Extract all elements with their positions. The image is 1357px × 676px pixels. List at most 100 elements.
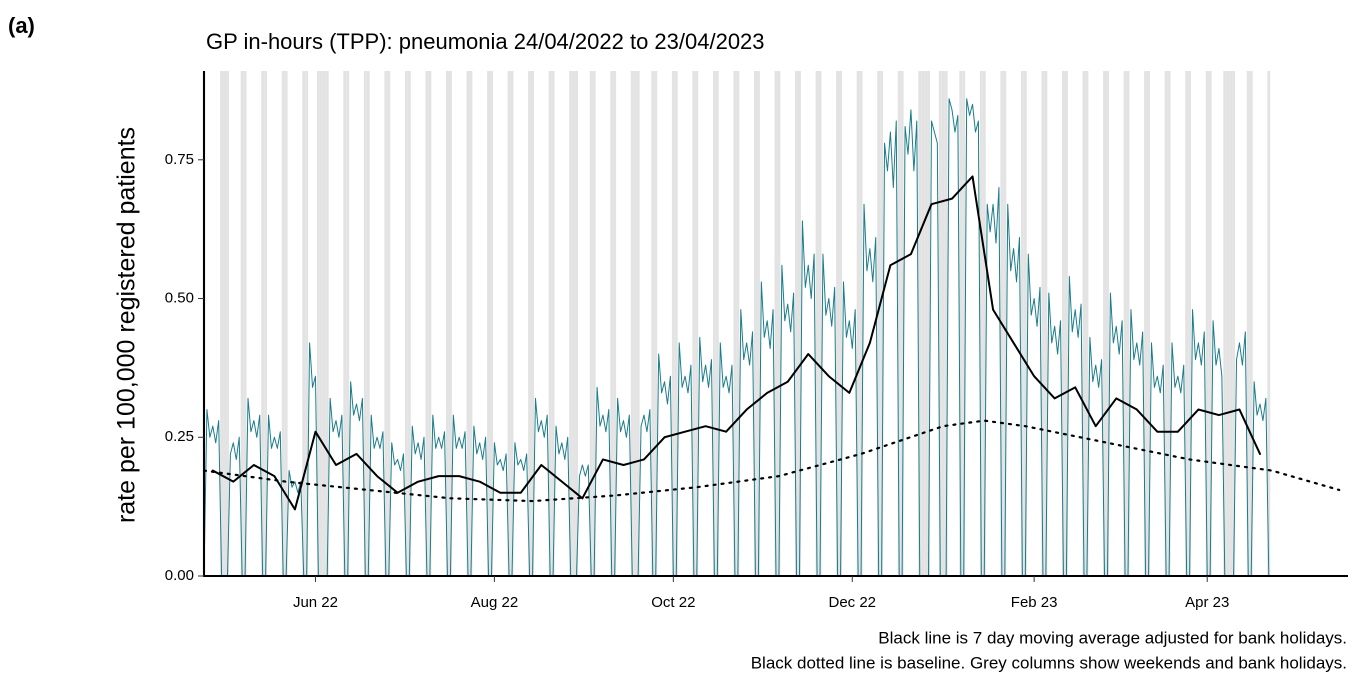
footnote: Black dotted line is baseline. Grey colu… (751, 653, 1347, 672)
closed-day-column (671, 71, 675, 576)
closed-day-column (264, 71, 268, 576)
closed-day-column (777, 71, 781, 576)
y-tick-label: 0.75 (165, 151, 194, 168)
closed-day-column (1208, 71, 1212, 576)
closed-day-column (384, 71, 388, 576)
closed-day-column (404, 71, 408, 576)
closed-day-column (880, 71, 884, 576)
closed-day-column (1185, 71, 1189, 576)
closed-day-column (281, 71, 285, 576)
closed-day-column (507, 71, 511, 576)
closed-day-column (897, 71, 901, 576)
closed-day-column (490, 71, 493, 576)
closed-day-column (924, 71, 928, 576)
x-tick-label: Jun 22 (293, 594, 338, 611)
closed-day-column (613, 71, 617, 576)
closed-day-column (243, 71, 247, 576)
closed-day-column (859, 71, 863, 576)
closed-day-column (1041, 71, 1045, 576)
closed-day-column (798, 71, 801, 576)
closed-day-column (1103, 71, 1106, 576)
closed-day-column (733, 71, 737, 576)
closed-day-column (531, 71, 534, 576)
closed-day-column (528, 71, 532, 576)
closed-day-column (551, 71, 555, 576)
closed-day-column (695, 71, 699, 576)
closed-day-column (1144, 71, 1148, 576)
closed-day-column (322, 71, 326, 576)
x-tick-label: Oct 22 (651, 594, 695, 611)
closed-day-column (363, 71, 367, 576)
chart-title: GP in-hours (TPP): pneumonia 24/04/2022 … (206, 29, 765, 54)
closed-day-column (610, 71, 614, 576)
closed-day-column (1246, 71, 1250, 576)
closed-day-column (839, 71, 842, 576)
closed-day-column (877, 71, 881, 576)
closed-day-column (962, 71, 966, 576)
closed-day-column (1062, 71, 1065, 576)
closed-day-column (636, 71, 640, 576)
closed-day-column (572, 71, 576, 576)
closed-day-column (548, 71, 552, 576)
closed-day-column (366, 71, 370, 576)
x-tick-label: Dec 22 (829, 594, 877, 611)
y-tick-label: 0.25 (165, 428, 194, 445)
closed-day-column (1226, 71, 1230, 576)
closed-day-column (1188, 71, 1192, 576)
closed-day-column (305, 71, 309, 576)
closed-day-column (592, 71, 596, 576)
closed-day-column (1085, 71, 1089, 576)
closed-day-column (982, 71, 986, 576)
closed-day-column (712, 71, 716, 576)
closed-day-column (569, 71, 573, 576)
closed-day-column (407, 71, 411, 576)
closed-day-column (979, 71, 983, 576)
closed-day-column (487, 71, 490, 576)
footnote: Black line is 7 day moving average adjus… (878, 628, 1347, 647)
closed-day-column (1223, 71, 1227, 576)
closed-day-column (261, 71, 265, 576)
closed-day-column (1003, 71, 1007, 576)
closed-day-column (1044, 71, 1048, 576)
closed-day-column (1020, 71, 1024, 576)
closed-day-column (630, 71, 634, 576)
x-tick-label: Aug 22 (471, 594, 519, 611)
closed-day-column (651, 71, 655, 576)
closed-day-column (446, 71, 449, 576)
closed-day-column (466, 71, 470, 576)
axes: 0.00 0.25 0.50 0.75 Jun 22 Aug 22 Oct 22 Dec 22… (165, 71, 1348, 611)
closed-day-column (1126, 71, 1130, 576)
closed-day-column (1123, 71, 1127, 576)
columns (202, 71, 1271, 576)
closed-day-column (319, 71, 323, 576)
closed-day-column (240, 71, 244, 576)
x-tick-label: Feb 23 (1011, 594, 1058, 611)
y-tick-label: 0.00 (165, 567, 194, 584)
closed-day-column (795, 71, 798, 576)
closed-day-column (316, 71, 320, 576)
closed-day-column (836, 71, 840, 576)
closed-day-column (941, 71, 945, 576)
closed-day-column (1249, 71, 1253, 576)
closed-day-column (302, 71, 306, 576)
closed-day-column (425, 71, 429, 576)
closed-day-column (325, 71, 329, 576)
panel-label: (a) (8, 13, 35, 38)
closed-day-column (589, 71, 593, 576)
closed-day-column (900, 71, 904, 576)
closed-day-column (944, 71, 948, 576)
closed-day-column (921, 71, 925, 576)
closed-day-column (1064, 71, 1068, 576)
closed-day-column (774, 71, 778, 576)
closed-day-column (1205, 71, 1209, 576)
y-tick-label: 0.50 (165, 289, 194, 306)
closed-day-column (959, 71, 963, 576)
closed-day-column (918, 71, 922, 576)
x-tick-label: Apr 23 (1185, 594, 1229, 611)
closed-day-column (1106, 71, 1109, 576)
closed-day-column (575, 71, 578, 576)
closed-day-column (1232, 71, 1236, 576)
closed-day-column (346, 71, 350, 576)
closed-day-column (223, 71, 226, 576)
